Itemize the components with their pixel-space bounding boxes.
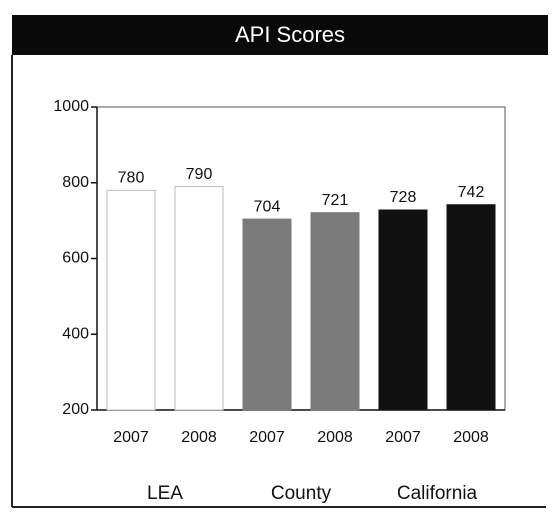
x-tick-label: 2008 bbox=[317, 429, 353, 446]
plot-frame bbox=[96, 106, 506, 411]
chart-title: API Scores bbox=[235, 22, 345, 47]
bar bbox=[446, 204, 496, 411]
bar bbox=[174, 186, 224, 411]
x-tick-label: 2007 bbox=[113, 429, 149, 446]
x-tick-label: 2008 bbox=[453, 429, 489, 446]
y-tick-label: 600 bbox=[62, 250, 89, 267]
bar bbox=[106, 189, 156, 411]
data-label: 704 bbox=[254, 198, 281, 215]
group-label: LEA bbox=[147, 483, 183, 504]
data-label: 742 bbox=[458, 184, 485, 201]
data-label: 721 bbox=[322, 192, 349, 209]
y-tick-label: 200 bbox=[62, 401, 89, 418]
group-label: County bbox=[271, 483, 332, 504]
y-tick-label: 1000 bbox=[53, 98, 89, 115]
bar bbox=[310, 212, 360, 411]
y-tick-label: 400 bbox=[62, 325, 89, 342]
x-tick-label: 2008 bbox=[181, 429, 217, 446]
y-tick-label: 800 bbox=[62, 174, 89, 191]
bar bbox=[242, 218, 292, 411]
data-label: 780 bbox=[118, 170, 145, 187]
data-label: 728 bbox=[390, 189, 417, 206]
group-label: California bbox=[397, 483, 478, 504]
title-bar bbox=[12, 15, 548, 55]
x-tick-label: 2007 bbox=[249, 429, 285, 446]
data-label: 790 bbox=[186, 166, 213, 183]
bar bbox=[378, 209, 428, 411]
x-tick-label: 2007 bbox=[385, 429, 421, 446]
